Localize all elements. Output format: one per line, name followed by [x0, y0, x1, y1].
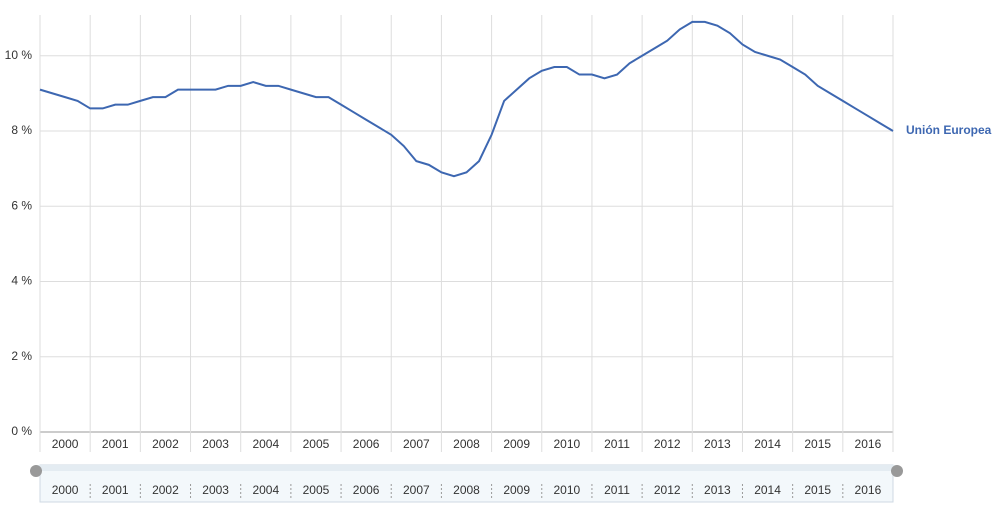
x-tick-label: 2001: [102, 437, 129, 451]
x-tick-label: 2012: [654, 437, 681, 451]
navigator-label: 2007: [403, 483, 430, 497]
x-tick-label: 2008: [453, 437, 480, 451]
navigator-label: 2010: [554, 483, 581, 497]
y-tick-label: 2 %: [11, 349, 32, 363]
y-tick-label: 8 %: [11, 123, 32, 137]
navigator-label: 2008: [453, 483, 480, 497]
y-tick-label: 4 %: [11, 274, 32, 288]
x-tick-label: 2015: [804, 437, 831, 451]
y-tick-label: 6 %: [11, 198, 32, 212]
series-label: Unión Europea: [906, 123, 992, 137]
navigator[interactable]: [39, 464, 894, 503]
series-line: [39, 20, 894, 178]
x-tick-label: 2000: [52, 437, 79, 451]
y-tick-label: 0 %: [11, 424, 32, 438]
navigator-label: 2013: [704, 483, 731, 497]
navigator-label: 2002: [152, 483, 179, 497]
navigator-label: 2014: [754, 483, 781, 497]
x-tick-label: 2004: [252, 437, 279, 451]
navigator-handle[interactable]: [891, 465, 903, 477]
x-tick-label: 2002: [152, 437, 179, 451]
navigator-label: 2011: [604, 483, 630, 497]
navigator-label: 2006: [353, 483, 380, 497]
navigator-label: 2003: [202, 483, 229, 497]
navigator-label: 2015: [804, 483, 831, 497]
navigator-label: 2004: [252, 483, 279, 497]
navigator-label: 2009: [503, 483, 530, 497]
navigator-label: 2000: [52, 483, 79, 497]
x-tick-label: 2005: [303, 437, 330, 451]
x-tick-label: 2007: [403, 437, 430, 451]
navigator-label: 2001: [102, 483, 129, 497]
x-tick-label: 2003: [202, 437, 229, 451]
navigator-bar[interactable]: [36, 465, 897, 471]
navigator-label: 2005: [303, 483, 330, 497]
x-tick-label: 2006: [353, 437, 380, 451]
x-tick-label: 2011: [604, 437, 630, 451]
y-tick-label: 10 %: [5, 48, 33, 62]
navigator-handle[interactable]: [30, 465, 42, 477]
x-tick-label: 2013: [704, 437, 731, 451]
navigator-label: 2016: [855, 483, 882, 497]
navigator-label: 2012: [654, 483, 681, 497]
x-tick-label: 2009: [503, 437, 530, 451]
x-tick-label: 2010: [554, 437, 581, 451]
x-tick-label: 2014: [754, 437, 781, 451]
x-tick-label: 2016: [855, 437, 882, 451]
